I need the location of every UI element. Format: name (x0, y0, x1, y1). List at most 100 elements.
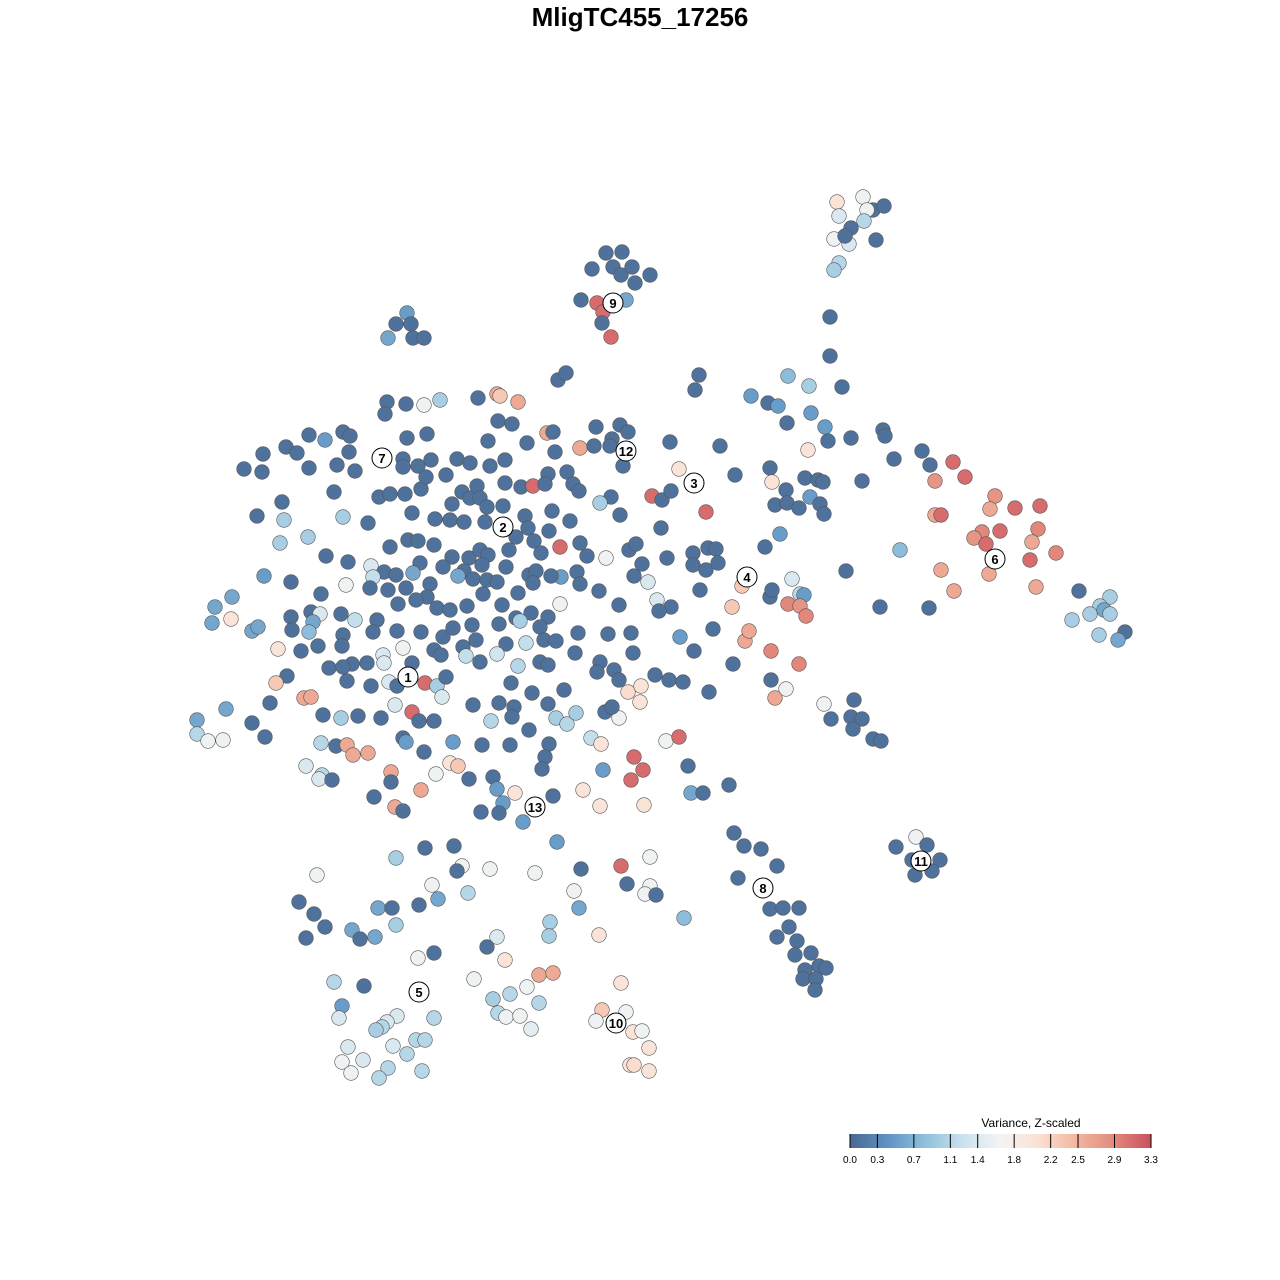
data-point (552, 539, 568, 555)
data-point (567, 645, 583, 661)
data-point (826, 262, 842, 278)
data-point (919, 837, 935, 853)
data-point (651, 603, 667, 619)
data-point (815, 474, 831, 490)
data-point (625, 645, 641, 661)
data-point (355, 1052, 371, 1068)
cluster-label-text: 10 (609, 1016, 623, 1031)
data-point (389, 623, 405, 639)
data-point (244, 715, 260, 731)
data-point (427, 511, 443, 527)
data-point (491, 616, 507, 632)
data-point (468, 632, 484, 648)
data-point (410, 533, 426, 549)
data-point (395, 803, 411, 819)
data-point (249, 508, 265, 524)
data-point (215, 732, 231, 748)
data-point (632, 694, 648, 710)
data-point (710, 555, 726, 571)
data-point (398, 734, 414, 750)
cluster-label-text: 2 (499, 520, 506, 535)
legend-tick-label: 0.0 (843, 1155, 857, 1166)
data-point (540, 609, 556, 625)
data-point (329, 457, 345, 473)
data-point (855, 189, 871, 205)
data-point (495, 498, 511, 514)
data-point (1071, 583, 1087, 599)
data-point (628, 536, 644, 552)
cluster-label-text: 8 (759, 881, 766, 896)
data-point (705, 621, 721, 637)
cluster-label-badge (910, 850, 932, 872)
data-point (591, 927, 607, 943)
data-point (438, 669, 454, 685)
data-point (426, 1010, 442, 1026)
data-point (769, 858, 785, 874)
data-point (558, 365, 574, 381)
data-point (480, 433, 496, 449)
data-point (834, 379, 850, 395)
data-point (547, 444, 563, 460)
data-point (426, 713, 442, 729)
data-point (388, 917, 404, 933)
data-point (491, 805, 507, 821)
cluster-label-badge (397, 666, 419, 688)
data-point (413, 624, 429, 640)
data-point (767, 690, 783, 706)
data-point (498, 1009, 514, 1025)
data-point (432, 392, 448, 408)
data-point (698, 504, 714, 520)
data-point (892, 542, 908, 558)
data-point (1028, 579, 1044, 595)
legend-tick-label: 2.9 (1108, 1155, 1122, 1166)
data-point (634, 556, 650, 572)
data-point (626, 749, 642, 765)
data-point (311, 771, 327, 787)
legend-tick-label: 1.1 (943, 1155, 957, 1166)
data-point (932, 852, 948, 868)
data-point (978, 536, 994, 552)
data-point (888, 839, 904, 855)
data-point (533, 545, 549, 561)
data-point (303, 689, 319, 705)
data-point (726, 825, 742, 841)
data-point (592, 495, 608, 511)
data-point (284, 622, 300, 638)
data-point (298, 930, 314, 946)
data-point (426, 945, 442, 961)
data-point (367, 929, 383, 945)
data-point (653, 520, 669, 536)
data-point (604, 699, 620, 715)
data-point (662, 434, 678, 450)
data-point (442, 602, 458, 618)
data-point (459, 598, 475, 614)
cluster-label-badge (492, 516, 514, 538)
data-point (572, 440, 588, 456)
data-point (933, 562, 949, 578)
data-point (769, 929, 785, 945)
data-point (591, 583, 607, 599)
data-point (472, 654, 488, 670)
data-point (465, 697, 481, 713)
data-point (753, 841, 769, 857)
data-point (945, 454, 961, 470)
data-point (611, 710, 627, 726)
data-point (613, 975, 629, 991)
data-point (218, 701, 234, 717)
data-point (675, 674, 691, 690)
legend-title: Variance, Z-scaled (981, 1116, 1080, 1130)
data-point (614, 244, 630, 260)
data-point (274, 494, 290, 510)
data-point (326, 974, 342, 990)
data-point (680, 758, 696, 774)
data-point (1082, 606, 1098, 622)
data-point (876, 198, 892, 214)
data-point (397, 486, 413, 502)
data-point (663, 483, 679, 499)
data-point (236, 461, 252, 477)
data-point (340, 554, 356, 570)
data-point (831, 208, 847, 224)
data-point (445, 734, 461, 750)
data-point (442, 512, 458, 528)
